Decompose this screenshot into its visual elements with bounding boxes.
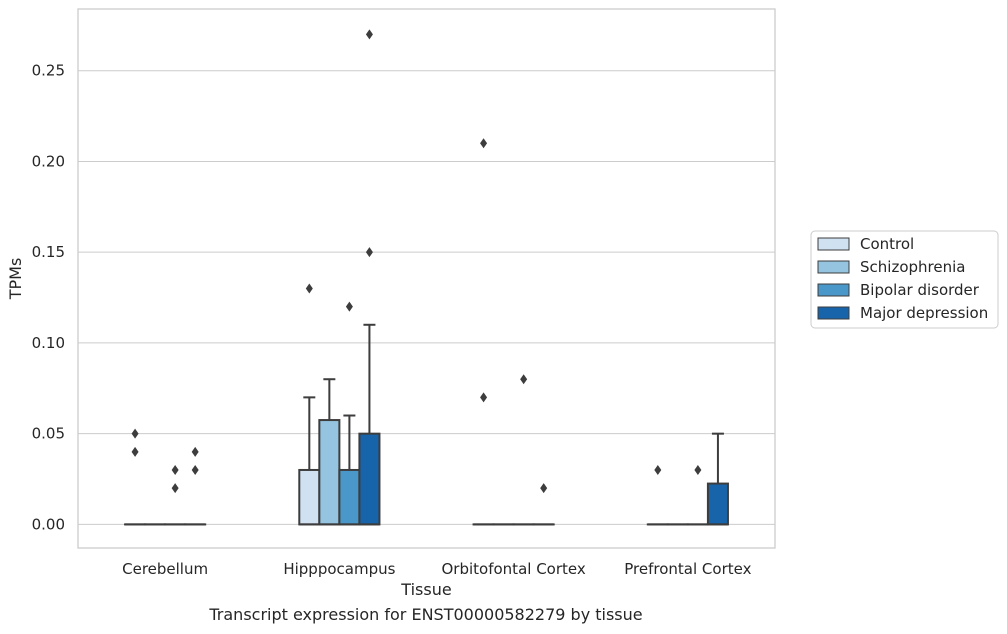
box — [318, 419, 341, 526]
outlier-point — [694, 464, 702, 475]
y-tick-label: 0.20 — [32, 152, 65, 170]
x-axis-label: Tissue — [400, 580, 451, 599]
y-tick-label: 0.15 — [32, 243, 65, 261]
outlier-point — [131, 428, 139, 439]
box — [358, 432, 381, 526]
outlier-point — [131, 446, 139, 457]
figure-caption: Transcript expression for ENST0000058227… — [209, 605, 643, 624]
legend-box — [810, 230, 999, 329]
outlier-point — [191, 446, 199, 457]
outlier-point — [654, 464, 662, 475]
legend-label: Schizophrenia — [860, 258, 965, 276]
y-axis-label: TPMs — [6, 258, 25, 301]
legend-swatch — [817, 237, 850, 251]
outlier-point — [480, 138, 488, 149]
outlier-point — [171, 483, 179, 494]
outlier-point — [520, 374, 528, 385]
x-tick-label: Hipppocampus — [283, 560, 395, 578]
x-tick-label: Prefrontal Cortex — [624, 560, 751, 578]
box — [298, 468, 321, 526]
y-tick-label: 0.10 — [32, 334, 65, 352]
plot-area-frame — [77, 8, 776, 549]
y-tick-label: 0.25 — [32, 62, 65, 80]
x-tick-label: Cerebellum — [122, 560, 208, 578]
box — [706, 482, 729, 526]
y-tick-label: 0.05 — [32, 425, 65, 443]
legend-swatch — [817, 260, 850, 274]
outlier-point — [191, 464, 199, 475]
outlier-point — [365, 247, 373, 258]
legend-label: Control — [860, 235, 914, 253]
legend-swatch — [817, 283, 850, 297]
legend-swatch — [817, 306, 850, 320]
y-tick-label: 0.00 — [32, 515, 65, 533]
x-tick-label: Orbitofontal Cortex — [442, 560, 586, 578]
outlier-point — [480, 392, 488, 403]
outlier-point — [345, 301, 353, 312]
box — [338, 468, 361, 526]
outlier-point — [540, 483, 548, 494]
legend-label: Bipolar disorder — [860, 281, 980, 299]
outlier-point — [171, 464, 179, 475]
legend-label: Major depression — [860, 304, 988, 322]
outlier-point — [365, 29, 373, 40]
outlier-point — [305, 283, 313, 294]
